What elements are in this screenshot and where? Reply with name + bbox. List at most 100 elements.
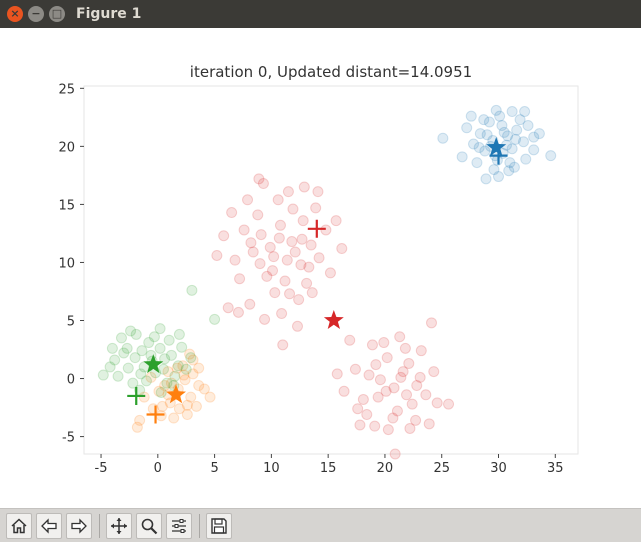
data-point (185, 352, 197, 364)
centroid-plus-marker (146, 405, 165, 424)
data-point (498, 126, 510, 138)
data-point (159, 353, 171, 365)
data-point (426, 317, 438, 329)
subplots-icon (172, 519, 186, 533)
data-point (488, 164, 500, 176)
data-point (238, 224, 250, 236)
data-point (155, 410, 167, 422)
data-point (130, 328, 142, 340)
zoom-button[interactable] (136, 513, 162, 539)
data-point (506, 143, 518, 155)
data-point (155, 386, 167, 398)
pan-button[interactable] (106, 513, 132, 539)
figure-canvas[interactable]: iteration 0, Updated distant=14.0951 -5 0… (0, 28, 641, 508)
data-point (245, 237, 257, 249)
data-point (431, 397, 443, 409)
configure-subplots-button[interactable] (166, 513, 192, 539)
data-point (254, 258, 266, 270)
data-point (153, 385, 165, 397)
save-icon (211, 518, 227, 534)
data-point (503, 165, 515, 177)
data-point (131, 421, 143, 433)
data-point (344, 334, 356, 346)
data-point (404, 422, 416, 434)
data-point (143, 337, 155, 349)
data-point (279, 275, 291, 287)
data-point (496, 119, 508, 131)
centroid-markers (127, 137, 508, 424)
data-point (528, 131, 540, 143)
data-point (97, 369, 109, 381)
forward-icon (71, 518, 87, 534)
data-point (138, 391, 150, 403)
data-point (186, 284, 198, 296)
data-point (156, 400, 168, 412)
data-point (277, 339, 289, 351)
data-point (297, 215, 309, 227)
pan-icon (111, 518, 127, 534)
data-point (545, 150, 557, 162)
data-point (157, 363, 169, 375)
data-point (471, 157, 483, 169)
minimize-window-button[interactable]: − (28, 6, 44, 22)
data-point (354, 419, 366, 431)
centroid-star-marker (166, 384, 186, 404)
data-point (135, 368, 147, 380)
data-point (406, 398, 418, 410)
data-point (211, 249, 223, 261)
data-point (181, 399, 193, 411)
data-point (468, 138, 480, 150)
data-point (490, 104, 502, 116)
data-point (301, 277, 313, 289)
x-tick-label: 25 (433, 461, 450, 476)
data-point (374, 374, 386, 386)
home-button[interactable] (6, 513, 32, 539)
data-point (305, 239, 317, 251)
navigation-toolbar (0, 508, 641, 542)
data-point (397, 366, 409, 378)
data-point (104, 361, 116, 373)
data-point (313, 252, 325, 264)
data-point (269, 287, 281, 299)
data-point (478, 114, 490, 126)
y-tick-label: 15 (58, 198, 75, 213)
data-point (391, 405, 403, 417)
data-point (306, 287, 318, 299)
data-point (190, 400, 202, 412)
data-point (147, 403, 159, 415)
data-point (177, 360, 189, 372)
x-tick-label: 15 (320, 461, 337, 476)
data-point (154, 342, 166, 354)
forward-button[interactable] (66, 513, 92, 539)
data-point (187, 368, 199, 380)
centroid-plus-marker (127, 386, 146, 405)
data-point (295, 259, 307, 271)
data-point (193, 362, 205, 374)
data-point (473, 142, 485, 154)
data-point (394, 331, 406, 343)
data-point (229, 254, 241, 266)
centroid-star-marker (323, 310, 344, 329)
maximize-window-button[interactable]: □ (49, 6, 65, 22)
data-point (519, 106, 531, 118)
data-point (320, 224, 332, 236)
data-point (252, 209, 264, 221)
close-window-button[interactable]: × (7, 6, 23, 22)
data-point (282, 186, 294, 198)
data-point (109, 354, 121, 366)
data-point (528, 144, 540, 156)
data-point (247, 246, 259, 258)
data-point (401, 389, 413, 401)
data-point (369, 420, 381, 432)
x-tick-label: 10 (263, 461, 280, 476)
data-point (136, 345, 148, 357)
home-icon (11, 518, 27, 534)
data-point (517, 136, 529, 148)
data-point (181, 409, 193, 421)
back-button[interactable] (36, 513, 62, 539)
data-point (289, 246, 301, 258)
save-button[interactable] (206, 513, 232, 539)
data-point (115, 332, 127, 344)
data-point (118, 347, 130, 359)
data-point (127, 377, 139, 389)
